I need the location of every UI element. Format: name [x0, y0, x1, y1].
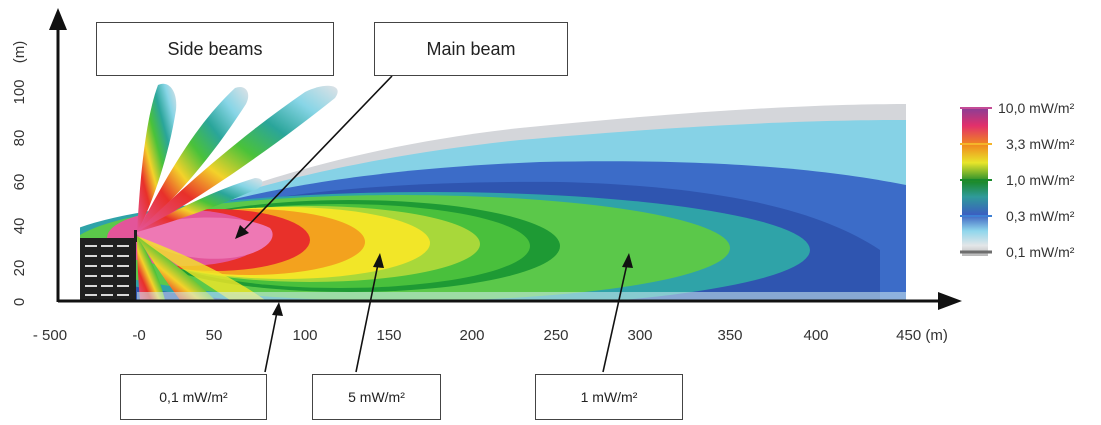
legend-label: 1,0 mW/m² — [1006, 172, 1075, 188]
side-lobe-2 — [137, 86, 249, 233]
y-tick-labels: 0 20 40 60 80 100 (m) — [11, 41, 28, 306]
legend-label: 0,1 mW/m² — [1006, 244, 1075, 260]
x-tick-label: 50 — [206, 327, 223, 344]
arrow-main-beam — [241, 75, 393, 233]
x-tick-label: 300 — [627, 327, 652, 344]
y-tick-label: 60 — [11, 174, 28, 191]
x-tick-label: 100 — [292, 327, 317, 344]
x-tick-label: 350 — [717, 327, 742, 344]
main-beam-contours — [80, 104, 906, 302]
side-lobe-4 — [137, 178, 263, 232]
y-tick-label: 20 — [11, 260, 28, 277]
x-tick-label: 400 — [803, 327, 828, 344]
x-tick-label: -0 — [132, 327, 145, 344]
arrow-level-mid — [602, 263, 628, 373]
side-lobe-1 — [137, 83, 177, 232]
antenna-mast — [134, 230, 137, 242]
legend: 10,0 mW/m² 3,3 mW/m² 1,0 mW/m² 0,3 mW/m²… — [960, 100, 1075, 260]
x-axis-arrow — [938, 292, 962, 310]
y-axis-unit: (m) — [11, 41, 28, 64]
x-tick-label: - 500 — [33, 327, 67, 344]
arrow-level-high-head — [373, 253, 384, 268]
axes — [49, 8, 962, 310]
callout-arrows — [235, 75, 633, 373]
arrow-main-beam-head — [235, 225, 249, 239]
x-tick-label: 450 (m) — [896, 327, 948, 344]
callout-level-mid: 1 mW/m² — [535, 374, 683, 420]
arrow-level-low — [264, 311, 278, 373]
x-tick-label: 250 — [543, 327, 568, 344]
building-windows — [85, 245, 129, 296]
callout-level-high: 5 mW/m² — [312, 374, 441, 420]
callout-side-beams: Side beams — [96, 22, 334, 76]
y-tick-label: 0 — [11, 298, 28, 306]
side-beams-contours — [137, 83, 906, 300]
building — [80, 230, 137, 302]
side-lobe-low-2 — [137, 236, 215, 300]
side-lobe-low-1 — [137, 236, 165, 300]
x-tick-label: 200 — [459, 327, 484, 344]
legend-color-bar — [962, 108, 988, 256]
building-body — [80, 238, 136, 302]
y-axis-arrow — [49, 8, 67, 30]
y-tick-label: 80 — [11, 130, 28, 147]
y-tick-label: 100 — [11, 79, 28, 104]
side-lobe-low-3 — [137, 236, 265, 300]
contour-pink-core — [135, 217, 273, 259]
legend-label: 3,3 mW/m² — [1006, 136, 1075, 152]
arrow-level-high — [355, 263, 379, 373]
ground-strip — [137, 292, 906, 300]
legend-label: 10,0 mW/m² — [998, 100, 1075, 116]
callout-level-low: 0,1 mW/m² — [120, 374, 267, 420]
x-tick-labels: - 500 -0 50 100 150 200 250 300 350 400 … — [33, 327, 948, 344]
legend-label: 0,3 mW/m² — [1006, 208, 1075, 224]
side-lobe-3 — [137, 85, 338, 232]
x-tick-label: 150 — [376, 327, 401, 344]
arrow-level-mid-head — [622, 253, 633, 268]
callout-main-beam: Main beam — [374, 22, 568, 76]
y-tick-label: 40 — [11, 218, 28, 235]
arrow-level-low-head — [272, 302, 283, 316]
